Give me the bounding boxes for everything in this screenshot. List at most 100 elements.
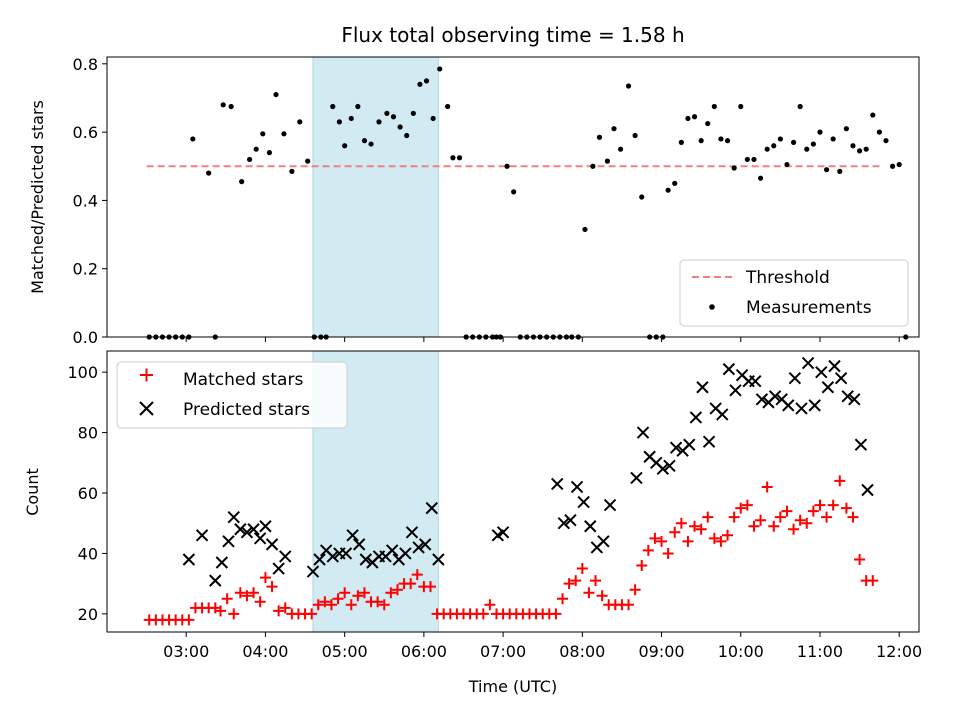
predicted-star-point: [234, 523, 247, 536]
matched-star-point: [728, 511, 740, 523]
matched-star-point: [669, 526, 681, 538]
measurement-point: [678, 139, 684, 145]
predicted-stars-points: [182, 356, 874, 587]
measurement-point: [504, 163, 510, 169]
y-tick-label: 0.0: [73, 328, 98, 347]
measurement-point: [289, 168, 295, 174]
matched-star-point: [596, 590, 608, 602]
measurement-point: [604, 158, 611, 164]
matched-star-point: [424, 581, 436, 593]
matched-star-point: [221, 593, 233, 605]
predicted-star-point: [683, 438, 696, 451]
legend-matched-swatch: [140, 368, 153, 382]
measurement-point: [889, 163, 896, 169]
measurement-point: [390, 114, 397, 120]
measurement-point: [611, 126, 617, 132]
measurement-point: [582, 226, 588, 233]
predicted-star-point: [564, 513, 577, 527]
predicted-star-point: [834, 371, 848, 385]
matched-star-point: [642, 544, 654, 556]
measurement-point: [883, 138, 889, 144]
measurement-point: [305, 158, 311, 164]
predicted-star-point: [222, 535, 235, 548]
matched-star-point: [570, 575, 582, 587]
matched-star-point: [484, 599, 496, 611]
matched-star-point: [557, 593, 569, 605]
top-y-ticks: 0.0 0.2 0.4 0.6 0.8: [73, 55, 107, 347]
matched-star-point: [794, 514, 806, 526]
matched-star-point: [378, 599, 390, 611]
measurement-point: [368, 141, 374, 147]
matched-star-point: [325, 599, 337, 611]
measurement-point: [896, 161, 902, 168]
predicted-star-point: [279, 550, 292, 563]
measurement-point: [784, 161, 790, 168]
y-tick-label: 80: [78, 424, 98, 443]
measurement-point: [817, 129, 823, 135]
predicted-star-point: [227, 510, 240, 524]
measurement-point: [437, 66, 443, 72]
measurement-point: [639, 194, 645, 200]
predicted-star-point: [385, 544, 399, 557]
x-tick-label: 06:00: [401, 642, 447, 661]
matched-star-point: [623, 599, 635, 611]
measurement-point: [361, 138, 368, 144]
legend-threshold-label: Threshold: [745, 268, 830, 288]
matched-star-point: [801, 517, 813, 529]
y-tick-label: 0.8: [73, 55, 98, 74]
bottom-axes: 20 40 60 80 100 03:00 04:00 05:00 06:00 07:00 08:…: [23, 350, 922, 696]
matched-star-point: [358, 587, 370, 599]
matched-star-point: [629, 584, 641, 596]
measurement-point: [330, 103, 336, 110]
matched-star-point: [761, 481, 773, 493]
matched-star-point: [788, 523, 800, 535]
predicted-star-point: [253, 532, 267, 545]
predicted-star-point: [749, 375, 762, 388]
measurement-point: [738, 103, 744, 110]
measurement-point: [837, 168, 843, 174]
legend-measurements-label: Measurements: [746, 298, 872, 318]
matched-star-point: [781, 505, 793, 517]
matched-star-point: [768, 520, 780, 532]
predicted-star-point: [636, 426, 650, 439]
predicted-star-point: [828, 359, 841, 373]
measurement-point: [450, 155, 456, 161]
matched-star-point: [755, 514, 767, 526]
matched-star-point: [695, 523, 707, 535]
measurement-point: [744, 156, 750, 163]
legend-predicted-swatch: [139, 401, 154, 416]
measurement-point: [384, 110, 390, 116]
x-tick-label: 07:00: [480, 642, 526, 661]
measurement-points: [146, 66, 909, 340]
bottom-y-axis-label: Count: [23, 468, 42, 516]
predicted-star-point: [399, 547, 412, 560]
predicted-star-point: [313, 553, 326, 566]
matched-star-point: [702, 511, 714, 523]
predicted-star-point: [195, 529, 209, 542]
matched-star-point: [319, 596, 331, 608]
matched-star-point: [248, 587, 260, 599]
measurement-point: [804, 146, 810, 152]
x-axis-label: Time (UTC): [468, 677, 557, 696]
measurement-point: [239, 179, 245, 185]
matched-star-point: [550, 608, 562, 620]
predicted-star-point: [215, 556, 229, 569]
measurement-point: [790, 139, 797, 145]
matched-star-point: [228, 608, 240, 620]
matched-star-point: [332, 593, 344, 605]
measurement-point: [618, 146, 624, 152]
measurement-point: [445, 103, 451, 110]
matched-star-point: [563, 578, 575, 590]
predicted-star-point: [854, 438, 868, 451]
measurement-point: [724, 138, 731, 144]
predicted-star-point: [782, 399, 795, 412]
measurement-point: [430, 115, 436, 122]
predicted-star-point: [768, 390, 782, 403]
measurement-point: [417, 81, 423, 87]
measurement-point: [731, 165, 737, 171]
measurement-point: [342, 143, 348, 149]
measurement-point: [348, 115, 354, 122]
measurement-point: [665, 187, 671, 193]
